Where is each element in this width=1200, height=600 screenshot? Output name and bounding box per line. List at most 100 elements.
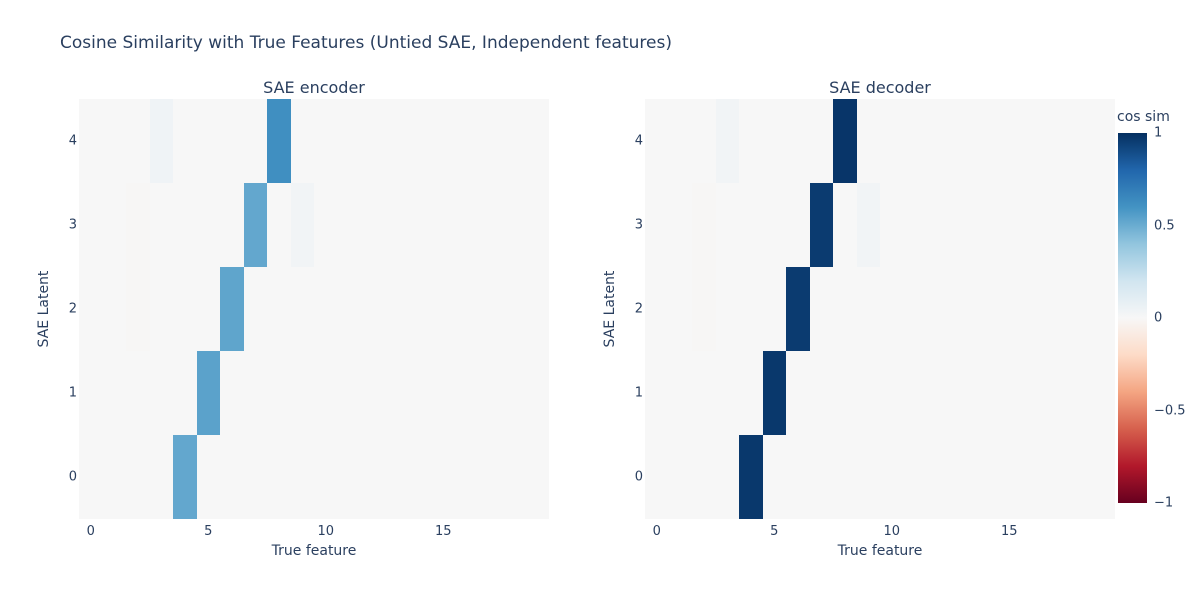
y-tick-label: 1 bbox=[634, 385, 643, 401]
heatmap-cell bbox=[997, 351, 1021, 435]
subplot-title-decoder: SAE decoder bbox=[829, 78, 931, 97]
heatmap-cell bbox=[645, 435, 669, 519]
heatmap-cell bbox=[1091, 267, 1115, 351]
heatmap-cell bbox=[243, 183, 267, 267]
heatmap-cell bbox=[645, 267, 669, 351]
y-tick-label: 4 bbox=[634, 133, 643, 149]
heatmap-cell bbox=[384, 435, 408, 519]
heatmap-cell bbox=[1044, 99, 1068, 183]
heatmap-cell bbox=[243, 351, 267, 435]
heatmap-cell bbox=[668, 435, 692, 519]
heatmap-cell bbox=[692, 351, 716, 435]
heatmap-cell bbox=[739, 183, 763, 267]
heatmap-cell bbox=[384, 183, 408, 267]
heatmap-cell bbox=[525, 267, 549, 351]
heatmap-cell bbox=[1021, 435, 1045, 519]
colorbar-tick-label: −0.5 bbox=[1154, 403, 1186, 418]
heatmap-cell bbox=[314, 267, 338, 351]
heatmap-cell bbox=[739, 435, 763, 519]
heatmap-cell bbox=[1021, 267, 1045, 351]
heatmap-cell bbox=[1091, 351, 1115, 435]
x-tick-label: 0 bbox=[652, 524, 661, 539]
x-axis-title-encoder: True feature bbox=[271, 543, 357, 559]
heatmap-cell bbox=[762, 351, 786, 435]
heatmap-cell bbox=[243, 435, 267, 519]
heatmap-cell bbox=[173, 183, 197, 267]
heatmap-sae-encoder[interactable] bbox=[79, 99, 549, 519]
heatmap-cell bbox=[290, 351, 314, 435]
heatmap-cell bbox=[856, 267, 880, 351]
heatmap-cell bbox=[739, 99, 763, 183]
y-tick-label: 4 bbox=[68, 133, 77, 149]
heatmap-cell bbox=[455, 267, 479, 351]
heatmap-cell bbox=[525, 183, 549, 267]
heatmap-cell bbox=[126, 351, 150, 435]
heatmap-cell bbox=[856, 183, 880, 267]
heatmap-cell bbox=[290, 99, 314, 183]
heatmap-cell bbox=[267, 267, 291, 351]
heatmap-cell bbox=[102, 435, 126, 519]
heatmap-cell bbox=[102, 267, 126, 351]
heatmap-cell bbox=[997, 435, 1021, 519]
heatmap-cell bbox=[927, 99, 951, 183]
heatmap-cell bbox=[645, 183, 669, 267]
heatmap-cell bbox=[502, 99, 526, 183]
heatmap-cell bbox=[173, 435, 197, 519]
heatmap-cell bbox=[739, 351, 763, 435]
x-tick-label: 0 bbox=[86, 524, 95, 539]
heatmap-cell bbox=[880, 435, 904, 519]
heatmap-cell bbox=[809, 435, 833, 519]
heatmap-cell bbox=[833, 99, 857, 183]
heatmap-cell bbox=[668, 183, 692, 267]
heatmap-cell bbox=[927, 435, 951, 519]
heatmap-cell bbox=[502, 435, 526, 519]
heatmap-cell bbox=[455, 351, 479, 435]
x-tick-label: 15 bbox=[1000, 524, 1018, 539]
heatmap-cell bbox=[950, 351, 974, 435]
x-axis-title-decoder: True feature bbox=[837, 543, 923, 559]
heatmap-cell bbox=[880, 183, 904, 267]
heatmap-cell bbox=[149, 435, 173, 519]
x-tick-label: 10 bbox=[317, 524, 335, 539]
heatmap-cell bbox=[1021, 351, 1045, 435]
heatmap-cell bbox=[1091, 183, 1115, 267]
heatmap-cell bbox=[79, 435, 103, 519]
heatmap-cell bbox=[762, 183, 786, 267]
heatmap-cell bbox=[361, 435, 385, 519]
heatmap-cell bbox=[290, 435, 314, 519]
heatmap-cell bbox=[79, 267, 103, 351]
heatmap-cell bbox=[408, 99, 432, 183]
heatmap-cell bbox=[762, 99, 786, 183]
y-tick-label: 2 bbox=[68, 301, 77, 317]
heatmap-cell bbox=[903, 351, 927, 435]
heatmap-cell bbox=[525, 99, 549, 183]
heatmap-cell bbox=[809, 351, 833, 435]
heatmap-sae-decoder[interactable] bbox=[645, 99, 1115, 519]
heatmap-cell bbox=[290, 183, 314, 267]
heatmap-cell bbox=[974, 267, 998, 351]
heatmap-cell bbox=[431, 351, 455, 435]
heatmap-cell bbox=[314, 99, 338, 183]
heatmap-cell bbox=[431, 183, 455, 267]
heatmap-cell bbox=[997, 99, 1021, 183]
y-tick-label: 3 bbox=[634, 217, 643, 233]
heatmap-cell bbox=[267, 183, 291, 267]
heatmap-cell bbox=[314, 183, 338, 267]
y-tick-label: 0 bbox=[634, 469, 643, 485]
heatmap-cell bbox=[196, 351, 220, 435]
heatmap-cell bbox=[478, 267, 502, 351]
heatmap-cell bbox=[880, 267, 904, 351]
heatmap-cell bbox=[974, 435, 998, 519]
heatmap-cell bbox=[384, 351, 408, 435]
heatmap-cell bbox=[1021, 99, 1045, 183]
heatmap-cell bbox=[337, 435, 361, 519]
heatmap-cell bbox=[950, 267, 974, 351]
heatmap-cell bbox=[668, 267, 692, 351]
heatmap-cell bbox=[880, 351, 904, 435]
heatmap-cell bbox=[267, 435, 291, 519]
heatmap-cell bbox=[243, 267, 267, 351]
heatmap-cell bbox=[149, 99, 173, 183]
heatmap-cell bbox=[196, 99, 220, 183]
heatmap-cell bbox=[220, 351, 244, 435]
